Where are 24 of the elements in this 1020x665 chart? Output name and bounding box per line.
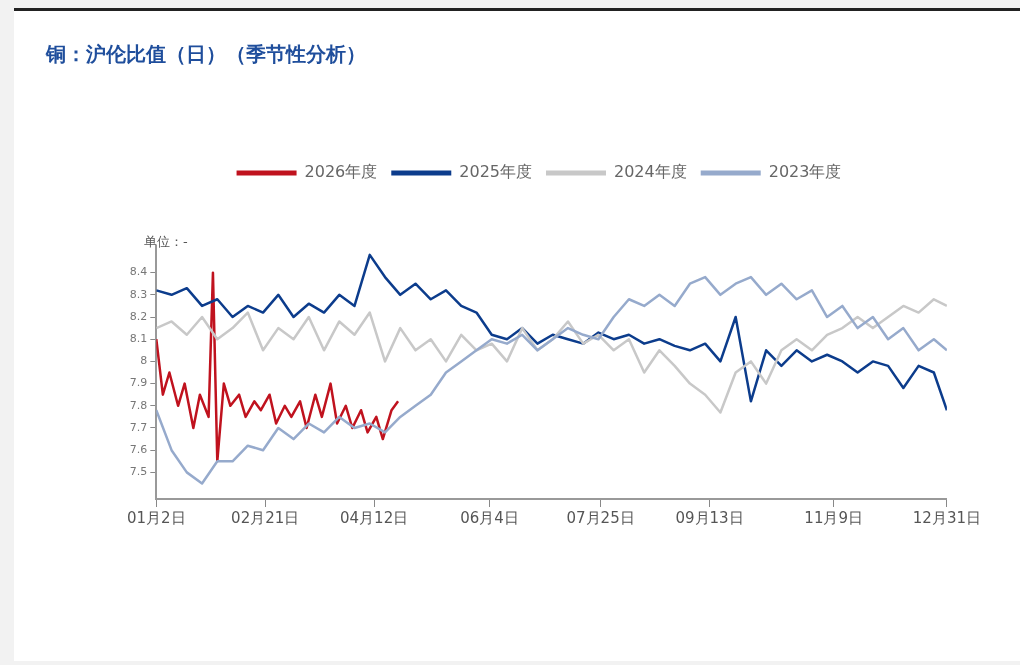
chart-title: 铜：沪伦比值（日）（季节性分析） [46, 41, 366, 68]
y-tick-label: 7.6 [129, 443, 148, 457]
x-tick-label: 12月31日 [912, 508, 982, 527]
y-tick-label: 8.3 [129, 287, 148, 301]
y-tick-label: 7.9 [129, 376, 148, 390]
y-tick-label: 8.4 [129, 265, 148, 279]
x-tick-label: 04月12日 [340, 508, 409, 527]
y-tick-label: 8.1 [129, 332, 148, 346]
x-tick-label: 06月4日 [460, 508, 519, 527]
annotation: 单位：- [144, 233, 188, 251]
legend-label: 2024年度 [614, 162, 687, 182]
x-tick-label: 02月21日 [231, 508, 300, 527]
y-tick-label: 8.2 [129, 309, 148, 323]
y-tick-label: 7.7 [129, 420, 148, 434]
y-tick-label: 7.5 [129, 465, 148, 479]
legend-label: 2026年度 [304, 162, 378, 182]
x-tick-label: 07月25日 [566, 508, 635, 527]
y-tick-label: 8 [140, 354, 148, 368]
legend-label: 2025年度 [459, 162, 532, 182]
legend-label: 2023年度 [768, 162, 842, 182]
x-tick-label: 01月2日 [126, 508, 186, 527]
y-tick-label: 7.8 [129, 398, 148, 412]
x-tick-label: 09月13日 [675, 508, 744, 527]
x-tick-label: 11月9日 [804, 508, 863, 527]
